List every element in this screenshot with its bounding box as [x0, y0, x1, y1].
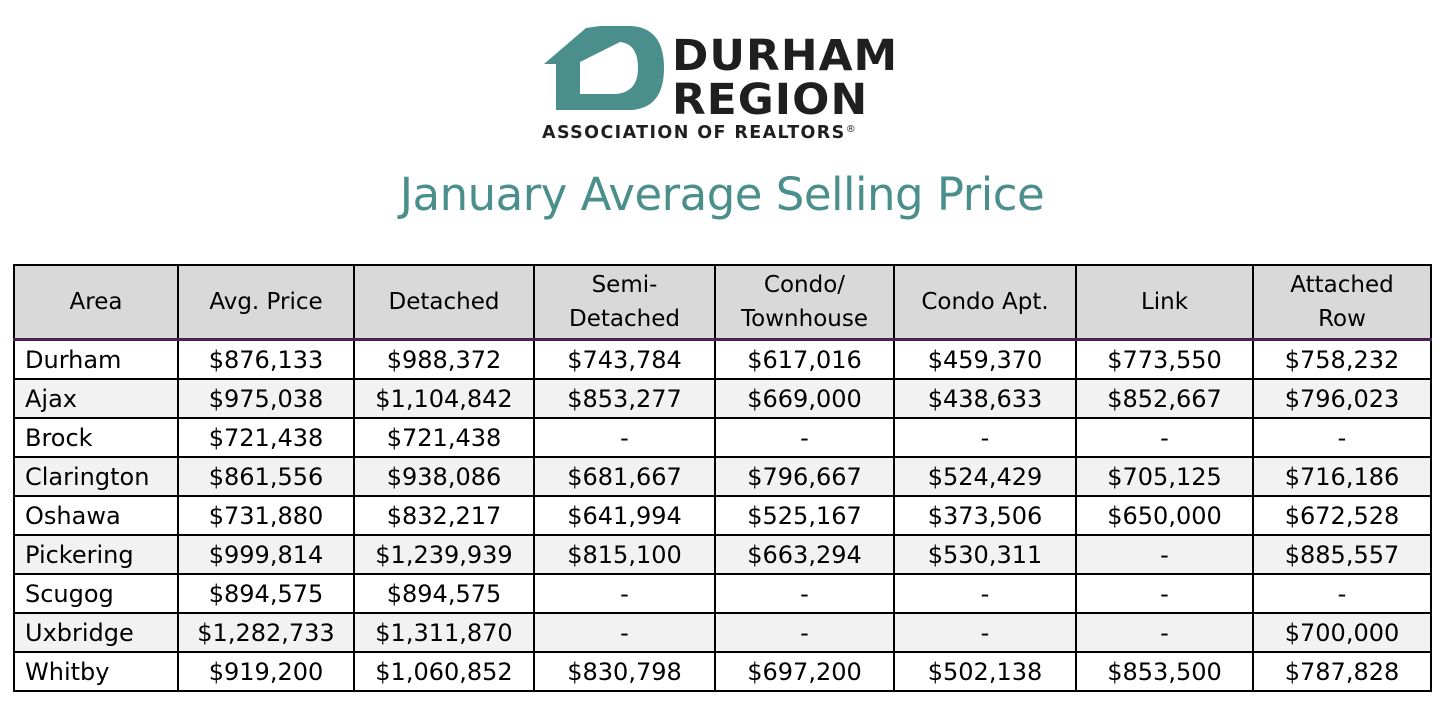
table-header-row: Area Avg. Price Detached Semi- Detached Condo… — [13, 264, 1432, 341]
price-cell: $524,429 — [893, 456, 1077, 497]
price-cell: $459,370 — [893, 338, 1077, 380]
price-cell: $438,633 — [893, 378, 1077, 419]
column-header: Attached Row — [1252, 264, 1432, 341]
price-cell: $773,550 — [1075, 338, 1254, 380]
registered-mark: ® — [845, 124, 856, 135]
table-row: Uxbridge $1,282,733 $1,311,870- - - - $700,000 — [13, 612, 1432, 653]
price-cell: $663,294 — [714, 534, 895, 575]
column-header: Detached — [353, 264, 535, 341]
price-cell: - — [1252, 417, 1432, 458]
price-cell: - — [893, 612, 1077, 653]
price-cell: $721,438 — [177, 417, 355, 458]
column-header: Semi- Detached — [533, 264, 716, 341]
price-cell: $861,556 — [177, 456, 355, 497]
price-cell: $681,667 — [533, 456, 716, 497]
price-cell: - — [714, 417, 895, 458]
area-cell: Whitby — [13, 651, 179, 692]
area-cell: Ajax — [13, 378, 179, 419]
price-table: Area Avg. Price Detached Semi- Detached Condo… — [13, 264, 1432, 692]
price-cell: $832,217 — [353, 495, 535, 536]
price-cell: - — [893, 417, 1077, 458]
column-header: Area — [13, 264, 179, 341]
price-cell: $919,200 — [177, 651, 355, 692]
price-cell: - — [714, 573, 895, 614]
price-cell: $796,023 — [1252, 378, 1432, 419]
price-cell: $1,311,870 — [353, 612, 535, 653]
house-logo-icon — [544, 26, 664, 110]
price-cell: $669,000 — [714, 378, 895, 419]
logo-text-durham: DURHAM — [672, 31, 899, 81]
price-cell: $373,506 — [893, 495, 1077, 536]
price-cell: - — [1075, 534, 1254, 575]
price-cell: $876,133 — [177, 338, 355, 380]
area-cell: Uxbridge — [13, 612, 179, 653]
price-cell: $743,784 — [533, 338, 716, 380]
price-cell: $641,994 — [533, 495, 716, 536]
table-row: Durham $876,133 $988,372 $743,784 $617,016 $4… — [13, 338, 1432, 380]
table-row: Ajax $975,038 $1,104,842 $853,277 $669,000 $4… — [13, 378, 1432, 419]
logo: DURHAM REGION ASSOCIATION OF REALTORS® — [540, 22, 910, 152]
price-cell: - — [533, 417, 716, 458]
area-cell: Brock — [13, 417, 179, 458]
table-body: Durham $876,133 $988,372 $743,784 $617,016 $4… — [13, 338, 1432, 692]
area-cell: Pickering — [13, 534, 179, 575]
table-row: Clarington $861,556 $938,086 $681,667 $796,6… — [13, 456, 1432, 497]
price-cell: $502,138 — [893, 651, 1077, 692]
price-cell: $1,282,733 — [177, 612, 355, 653]
price-cell: $1,104,842 — [353, 378, 535, 419]
price-cell: $894,575 — [177, 573, 355, 614]
price-cell: - — [893, 573, 1077, 614]
price-cell: $999,814 — [177, 534, 355, 575]
logo-subtitle: ASSOCIATION OF REALTORS® — [542, 123, 856, 143]
price-cell: $988,372 — [353, 338, 535, 380]
price-cell: $852,667 — [1075, 378, 1254, 419]
price-cell: $530,311 — [893, 534, 1077, 575]
price-cell: - — [1252, 573, 1432, 614]
area-cell: Clarington — [13, 456, 179, 497]
column-header: Condo/Townhouse — [714, 264, 895, 341]
table-row: Pickering $999,814 $1,239,939 $815,100 $663,… — [13, 534, 1432, 575]
price-cell: $815,100 — [533, 534, 716, 575]
price-cell: $672,528 — [1252, 495, 1432, 536]
price-cell: $787,828 — [1252, 651, 1432, 692]
price-cell: $894,575 — [353, 573, 535, 614]
price-cell: $617,016 — [714, 338, 895, 380]
price-cell: $853,500 — [1075, 651, 1254, 692]
price-cell: $796,667 — [714, 456, 895, 497]
column-header: Link — [1075, 264, 1254, 341]
price-cell: - — [1075, 417, 1254, 458]
price-cell: $885,557 — [1252, 534, 1432, 575]
price-cell: $721,438 — [353, 417, 535, 458]
column-header: Condo Apt. — [893, 264, 1077, 341]
price-cell: $938,086 — [353, 456, 535, 497]
column-header: Avg. Price — [177, 264, 355, 341]
logo-text-region: REGION — [672, 75, 869, 125]
price-cell: $853,277 — [533, 378, 716, 419]
price-cell: $700,000 — [1252, 612, 1432, 653]
price-cell: $705,125 — [1075, 456, 1254, 497]
price-cell: - — [714, 612, 895, 653]
price-cell: $1,239,939 — [353, 534, 535, 575]
table-row: Whitby $919,200 $1,060,852 $830,798 $697,200… — [13, 651, 1432, 692]
area-cell: Scugog — [13, 573, 179, 614]
price-cell: $731,880 — [177, 495, 355, 536]
price-cell: $1,060,852 — [353, 651, 535, 692]
price-cell: $975,038 — [177, 378, 355, 419]
price-cell: $758,232 — [1252, 338, 1432, 380]
price-cell: - — [533, 612, 716, 653]
page-title: January Average Selling Price — [399, 168, 1045, 221]
price-cell: $697,200 — [714, 651, 895, 692]
table-row: Scugog $894,575 $894,575- - - - - — [13, 573, 1432, 614]
price-cell: $650,000 — [1075, 495, 1254, 536]
price-cell: - — [1075, 573, 1254, 614]
price-cell: - — [533, 573, 716, 614]
area-cell: Oshawa — [13, 495, 179, 536]
table-row: Oshawa $731,880 $832,217 $641,994 $525,167 $3… — [13, 495, 1432, 536]
price-cell: $716,186 — [1252, 456, 1432, 497]
table-row: Brock $721,438 $721,438- - - - - — [13, 417, 1432, 458]
price-cell: $525,167 — [714, 495, 895, 536]
price-cell: - — [1075, 612, 1254, 653]
area-cell: Durham — [13, 338, 179, 380]
price-cell: $830,798 — [533, 651, 716, 692]
